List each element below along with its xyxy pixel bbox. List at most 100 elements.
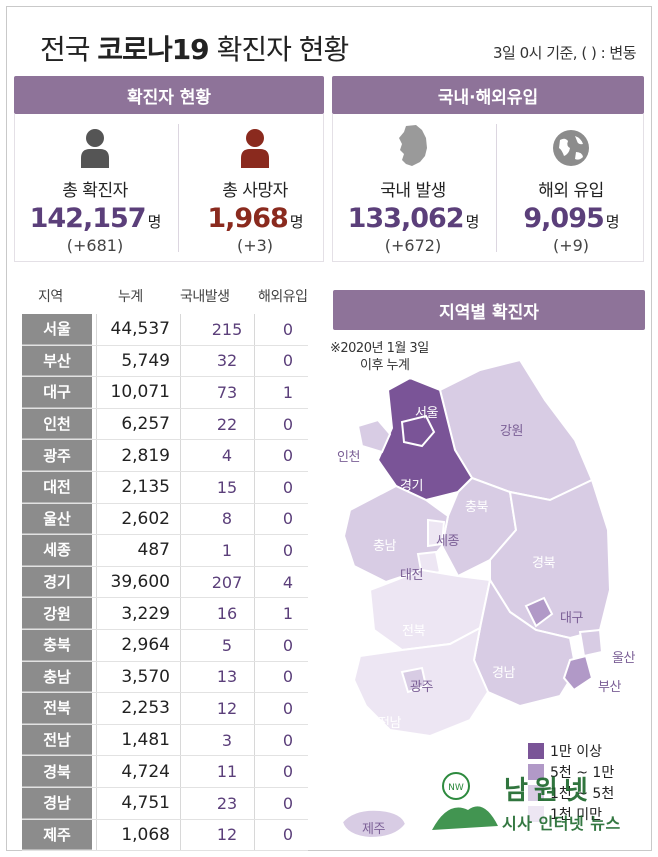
confirmed-panel-header: 확진자 현황 [14, 76, 324, 114]
legend-item: 1천 미만 [528, 803, 614, 824]
total-cell: 44,537 [110, 319, 170, 340]
stat-total-deaths: 총 사망자 1,968 명 (+3) [180, 118, 330, 255]
table-row: 제주 1,068 12 0 [22, 819, 308, 852]
table-row: 대구 10,071 73 1 [22, 377, 308, 409]
total-cell: 2,135 [121, 477, 170, 498]
legend-item: 5천 ~ 1만 [528, 761, 614, 782]
table-row: 대전 2,135 15 0 [22, 471, 308, 504]
table-row: 울산 2,602 8 0 [22, 503, 308, 536]
domestic-cell: 215 [211, 319, 243, 339]
stat-value: 9,095 명 [523, 203, 619, 234]
legend-item: 1천 ~ 5천 [528, 782, 614, 803]
map-label-gyeongnam: 경남 [492, 666, 515, 681]
table-row: 부산 5,749 32 0 [22, 345, 308, 378]
map-note: ※2020년 1월 3일 이후 누계 [330, 341, 429, 373]
overseas-cell: 0 [282, 509, 294, 529]
reference-time-note: 3일 0시 기준, ( ) : 변동 [492, 44, 637, 62]
total-cell: 1,068 [121, 824, 170, 845]
stat-change: (+681) [66, 236, 124, 255]
table-row: 충북 2,964 5 0 [22, 629, 308, 662]
table-row: 경남 4,751 23 0 [22, 787, 308, 820]
stat-value: 133,062 명 [347, 203, 480, 234]
table-divider [254, 314, 255, 851]
table-row: 충남 3,570 13 0 [22, 661, 308, 694]
overseas-cell: 1 [282, 382, 294, 402]
total-cell: 2,253 [121, 698, 170, 719]
overseas-cell: 4 [282, 572, 294, 592]
map-panel-header: 지역별 확진자 [333, 290, 645, 330]
stat-label: 총 사망자 [222, 181, 288, 201]
map-label-incheon: 인천 [337, 450, 360, 465]
overseas-cell: 0 [282, 635, 294, 655]
overseas-cell: 0 [282, 540, 294, 560]
stat-value: 1,968 명 [207, 203, 303, 234]
overseas-cell: 0 [282, 477, 294, 497]
region-incheon [356, 418, 392, 454]
region-cell: 제주 [22, 819, 92, 851]
domestic-cell: 32 [216, 351, 238, 371]
column-header: 누계 [118, 289, 143, 305]
region-cell: 인천 [22, 408, 92, 440]
region-table: 서울 44,537 215 0 부산 5,749 32 0 대구 10,071 73 1 인천 6,257… [22, 314, 308, 852]
table-row: 경기 39,600 207 4 [22, 566, 308, 599]
stat-label: 총 확진자 [62, 181, 128, 201]
page-title: 전국 코로나19 확진자 현황 [40, 33, 349, 66]
stat-label: 국내 발생 [380, 181, 446, 201]
map-label-gangwon: 강원 [500, 424, 523, 439]
stat-label: 해외 유입 [538, 181, 604, 201]
table-row: 광주 2,819 4 0 [22, 440, 308, 472]
total-cell: 487 [137, 540, 170, 561]
domestic-cell: 3 [221, 730, 233, 750]
stat-change: (+9) [552, 236, 590, 255]
table-row: 전남 1,481 3 0 [22, 724, 308, 757]
total-cell: 4,724 [121, 761, 170, 782]
watermark-name: 남원넷 [504, 776, 594, 806]
table-header: 지역 누계 국내발생 해외유입 [22, 286, 324, 306]
column-header: 해외유입 [258, 289, 308, 305]
map-label-busan: 부산 [598, 680, 621, 695]
domestic-cell: 12 [216, 825, 238, 845]
column-header: 지역 [38, 289, 63, 305]
table-divider [96, 314, 97, 851]
region-seoul [400, 414, 436, 448]
stat-change: (+672) [384, 236, 442, 255]
table-row: 강원 3,229 16 1 [22, 598, 308, 630]
map-label-gyeonggi: 경기 [400, 479, 423, 494]
domestic-cell: 4 [221, 446, 233, 466]
domestic-cell: 16 [216, 604, 238, 624]
table-row: 서울 44,537 215 0 [22, 314, 308, 346]
person-icon [180, 118, 330, 168]
overseas-cell: 0 [282, 793, 294, 813]
namwon-logo-icon: NW [432, 772, 498, 830]
total-cell: 5,749 [121, 350, 170, 371]
region-cell: 강원 [22, 598, 92, 629]
map-label-jeju: 제주 [362, 822, 385, 837]
map-label-daejeon: 대전 [400, 568, 423, 583]
legend-swatch [528, 763, 544, 780]
domestic-cell: 11 [216, 762, 238, 782]
region-busan [562, 654, 594, 692]
table-row: 전북 2,253 12 0 [22, 693, 308, 725]
stat-domestic: 국내 발생 133,062 명 (+672) [338, 118, 488, 255]
region-jeju [340, 808, 408, 840]
region-ulsan [578, 628, 604, 658]
region-cell: 전북 [22, 693, 92, 724]
map-label-seoul: 서울 [415, 406, 438, 421]
total-cell: 3,229 [121, 603, 170, 624]
total-cell: 1,481 [121, 730, 170, 751]
table-row: 경북 4,724 11 0 [22, 756, 308, 788]
region-cell: 세종 [22, 535, 92, 566]
globe-icon [496, 118, 646, 168]
map-label-gwangju: 광주 [410, 680, 433, 695]
region-daegu [524, 596, 554, 628]
total-cell: 2,819 [121, 445, 170, 466]
total-cell: 6,257 [121, 414, 170, 435]
overseas-cell: 0 [282, 730, 294, 750]
map-legend: 1만 이상 5천 ~ 1만 1천 ~ 5천 1천 미만 [528, 740, 614, 824]
domestic-cell: 15 [216, 477, 238, 497]
region-gwangju [400, 666, 428, 694]
origin-panel-header: 국내·해외유입 [332, 76, 644, 114]
stat-change: (+3) [236, 236, 274, 255]
svg-text:NW: NW [448, 783, 464, 793]
domestic-cell: 23 [216, 793, 238, 813]
